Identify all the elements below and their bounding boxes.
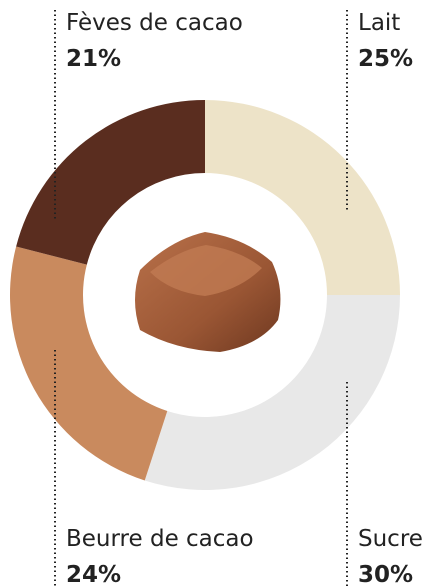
segment [9,246,168,481]
chocolate-top [150,245,262,296]
segments [9,100,400,491]
value-label: 30% [358,562,413,587]
value-label: 24% [66,562,121,587]
labels: Lait 25% Sucre 30% Beurre de cacao 24% Fèves d… [54,10,423,587]
value-label: 21% [66,46,121,72]
segment [205,100,400,295]
segment [144,295,400,491]
category-label: Sucre [358,526,423,552]
category-label: Fèves de cacao [66,10,243,36]
segment [16,100,206,265]
category-label: Beurre de cacao [66,526,254,552]
category-label: Lait [358,10,400,36]
value-label: 25% [358,46,413,72]
center-image [135,232,281,352]
